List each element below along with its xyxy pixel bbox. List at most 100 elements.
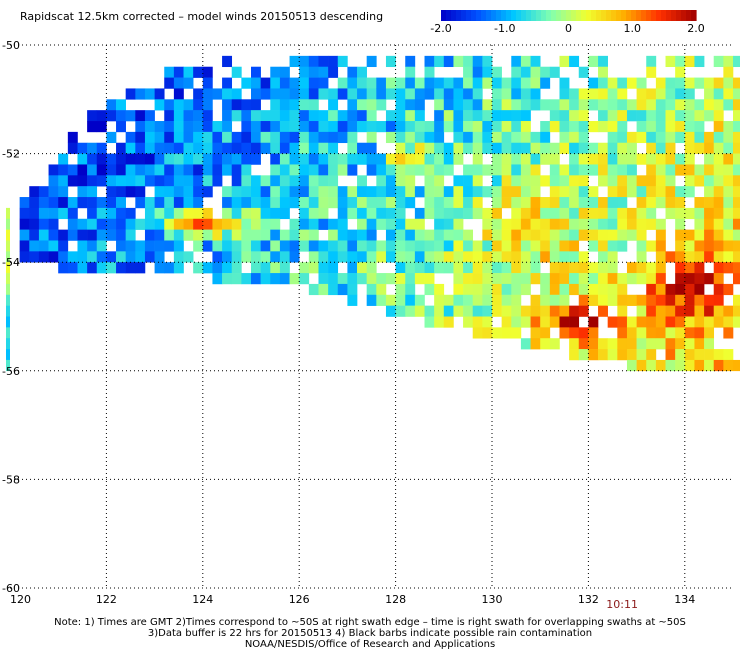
data-cell: [472, 153, 483, 165]
data-cell: [626, 338, 637, 350]
data-cell: [675, 229, 686, 241]
data-cell: [588, 262, 599, 274]
data-cell: [347, 197, 358, 209]
data-cell: [395, 99, 406, 111]
colorbar-swatch: [641, 10, 647, 21]
data-cell: [501, 186, 512, 198]
data-cell: [270, 273, 281, 285]
data-cell: [434, 142, 445, 154]
data-cell: [135, 110, 146, 122]
data-cell: [655, 142, 666, 154]
data-cell: [212, 251, 223, 263]
data-cell: [347, 283, 358, 296]
data-cell: [251, 175, 261, 187]
data-cell: [106, 164, 117, 176]
strip-cell: [6, 262, 10, 274]
data-cell: [366, 131, 377, 144]
data-cell: [318, 207, 329, 220]
data-cell: [549, 207, 560, 220]
data-cell: [694, 327, 705, 339]
data-cell: [713, 229, 724, 241]
data-cell: [424, 251, 435, 263]
data-cell: [588, 327, 599, 339]
data-cell: [405, 283, 416, 296]
data-cell: [231, 229, 242, 241]
data-cell: [588, 142, 599, 154]
data-cell: [337, 121, 348, 133]
data-cell: [598, 338, 608, 350]
data-cell: [337, 77, 348, 89]
data-cell: [492, 99, 502, 111]
data-cell: [733, 131, 740, 144]
data-cell: [578, 349, 589, 361]
data-cell: [733, 305, 740, 317]
data-cell: [87, 164, 98, 176]
data-cell: [588, 164, 599, 176]
data-cell: [347, 88, 358, 100]
data-cell: [511, 153, 522, 165]
data-cell: [58, 164, 69, 176]
data-cell: [173, 88, 184, 100]
data-cell: [713, 164, 724, 176]
data-cell: [144, 88, 155, 100]
data-cell: [154, 99, 165, 111]
data-cell: [636, 262, 647, 274]
data-cell: [569, 121, 580, 133]
data-cell: [299, 197, 310, 209]
data-cell: [414, 153, 425, 165]
data-cell: [636, 240, 647, 252]
data-cell: [549, 218, 560, 230]
data-cell: [202, 175, 213, 187]
colorbar-swatch: [526, 10, 532, 21]
strip-cell: [6, 349, 10, 361]
data-cell: [501, 121, 512, 133]
data-cell: [482, 273, 493, 285]
colorbar-swatch: [616, 10, 622, 21]
data-cell: [549, 99, 560, 111]
data-cell: [289, 153, 300, 165]
data-cell: [434, 131, 445, 144]
data-cell: [617, 349, 628, 361]
data-cell: [376, 99, 387, 111]
data-cell: [395, 153, 406, 165]
data-cell: [713, 218, 724, 230]
data-cell: [636, 229, 647, 241]
data-cell: [347, 66, 358, 78]
data-cell: [598, 273, 608, 285]
data-cell: [385, 175, 396, 187]
data-cell: [472, 240, 483, 252]
data-cell: [337, 207, 348, 220]
data-cell: [453, 142, 464, 154]
data-cell: [540, 218, 551, 230]
data-cell: [144, 175, 155, 187]
data-cell: [116, 164, 126, 176]
data-cell: [222, 240, 233, 252]
data-cell: [569, 186, 580, 198]
data-cell: [347, 251, 358, 263]
data-cell: [723, 251, 734, 263]
data-cell: [607, 77, 618, 89]
data-cell: [29, 186, 40, 198]
colorbar-swatch: [511, 10, 517, 21]
data-cell: [318, 283, 329, 296]
data-cell: [173, 262, 184, 274]
data-cell: [723, 229, 734, 241]
colorbar-swatch: [456, 10, 462, 21]
data-cell: [337, 283, 348, 296]
data-cell: [424, 121, 435, 133]
data-cell: [270, 88, 281, 100]
data-cell: [106, 229, 117, 241]
data-cell: [598, 240, 608, 252]
data-cell: [222, 153, 233, 165]
data-cell: [67, 218, 78, 230]
data-cell: [482, 262, 493, 274]
data-cell: [704, 240, 715, 252]
data-cell: [395, 240, 406, 252]
data-cell: [385, 110, 396, 122]
data-cell: [636, 153, 647, 165]
data-cell: [385, 77, 396, 89]
data-cell: [328, 229, 339, 241]
data-cell: [617, 197, 628, 209]
data-cell: [222, 262, 233, 274]
y-tick-label: -60: [2, 582, 20, 595]
